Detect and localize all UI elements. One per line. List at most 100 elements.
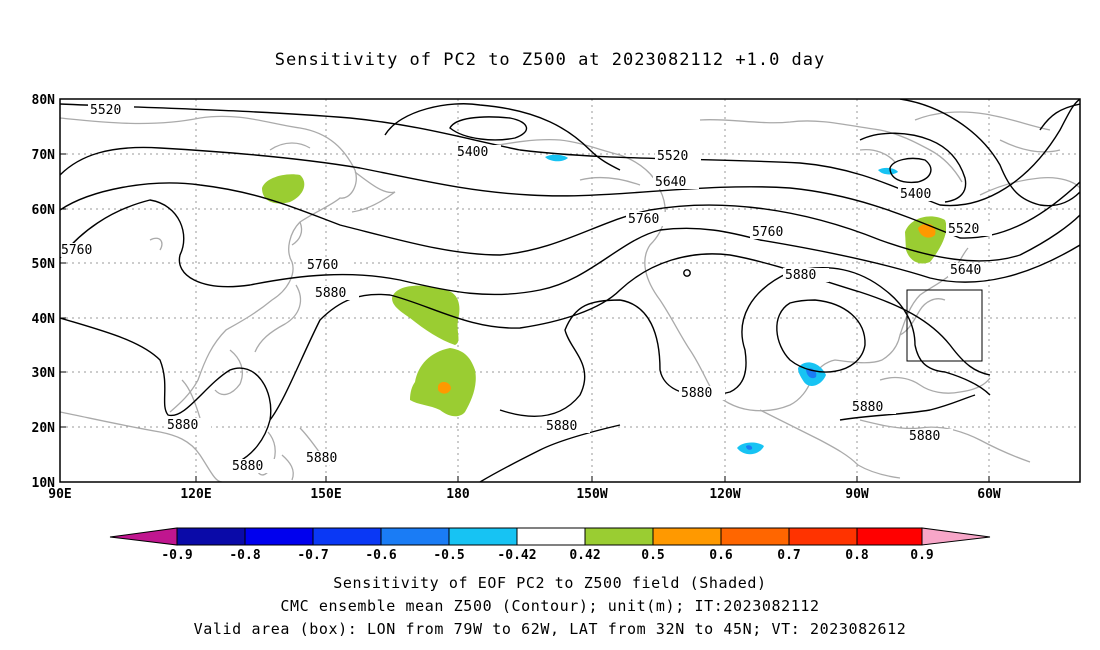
lat-label: 70N: [32, 148, 56, 163]
caption-shading: Sensitivity of EOF PC2 to Z500 field (Sh…: [333, 574, 767, 592]
svg-text:5520: 5520: [90, 103, 121, 118]
contour-label: 5400: [455, 145, 501, 160]
colorbar-swatch: [312, 527, 382, 546]
lat-label: 20N: [32, 421, 56, 436]
svg-text:5760: 5760: [307, 258, 338, 273]
svg-text:5400: 5400: [900, 187, 931, 202]
shade-patch-hudson-neg: [878, 167, 898, 175]
z500-contours: [60, 99, 1080, 482]
svg-text:5880: 5880: [909, 429, 940, 444]
svg-text:5760: 5760: [61, 243, 92, 258]
svg-text:5520: 5520: [948, 222, 979, 237]
contour-label: 5880: [230, 459, 276, 474]
shade-patch-pacific-south-core: [438, 382, 451, 394]
lon-label: 150W: [576, 487, 607, 502]
colorbar-label: 0.9: [910, 548, 933, 563]
contour-label: 5880: [679, 386, 725, 401]
contour-labels: 5520 5400 5520 5640 5760 5400 5520 5760 …: [60, 103, 994, 474]
caption-contour: CMC ensemble mean Z500 (Contour); unit(m…: [280, 597, 820, 615]
colorbar-swatch: [584, 527, 654, 546]
colorbar-label: 0.8: [845, 548, 869, 563]
coastlines: [60, 111, 1080, 482]
colorbar-swatch: [516, 527, 586, 546]
contour-label: 5400: [898, 187, 944, 202]
sensitivity-shading: [262, 154, 947, 455]
contour-label: 5880: [165, 418, 211, 433]
colorbar-label: -0.9: [161, 548, 192, 563]
svg-text:5760: 5760: [752, 225, 783, 240]
colorbar-label: 0.7: [777, 548, 800, 563]
colorbar-label: -0.6: [365, 548, 396, 563]
contour-label: 5520: [655, 149, 701, 164]
colorbar-high-arrow: [921, 527, 991, 546]
colorbar-swatch: [652, 527, 722, 546]
svg-text:5520: 5520: [657, 149, 688, 164]
colorbar-label: -0.7: [297, 548, 328, 563]
colorbar-swatch: [448, 527, 518, 546]
contour-label: 5760: [305, 258, 351, 273]
contour-label: 5520: [88, 103, 134, 118]
contour-label: 5520: [946, 222, 992, 237]
contour-label: 5760: [750, 225, 796, 240]
svg-text:5880: 5880: [681, 386, 712, 401]
colorbar-swatch: [788, 527, 858, 546]
lat-label: 50N: [32, 257, 56, 272]
plot-frame: [59, 98, 1081, 483]
colorbar-label: 0.6: [709, 548, 733, 563]
colorbar-low-arrow: [109, 527, 178, 546]
contour-label: 5880: [313, 286, 359, 301]
lat-tick-labels: 80N 70N 60N 50N 40N 30N 20N 10N: [32, 93, 56, 491]
map-title: Sensitivity of PC2 to Z500 at 2023082112…: [274, 50, 826, 70]
svg-text:5640: 5640: [655, 175, 686, 190]
contour-label: 5640: [653, 175, 699, 190]
valid-area-box: [906, 289, 983, 362]
svg-text:5760: 5760: [628, 212, 659, 227]
colorbar-swatch: [244, 527, 314, 546]
lon-label: 120E: [180, 487, 211, 502]
svg-text:5880: 5880: [306, 451, 337, 466]
lon-label: 90E: [48, 487, 71, 502]
lon-label: 180: [446, 487, 470, 502]
svg-text:5880: 5880: [167, 418, 198, 433]
tick-marks: [60, 98, 990, 483]
lat-label: 40N: [32, 312, 56, 327]
shade-patch-canada-core: [918, 223, 936, 238]
contour-label: 5880: [544, 419, 590, 434]
lon-label: 150E: [310, 487, 341, 502]
lat-label: 30N: [32, 366, 56, 381]
contour-label: 5760: [626, 212, 672, 227]
colorbar-swatch: [856, 527, 923, 546]
colorbar-label: -0.42: [497, 548, 536, 563]
contour-label: 5640: [948, 263, 994, 278]
lon-label: 120W: [709, 487, 740, 502]
lon-tick-labels: 90E 120E 150E 180 150W 120W 90W 60W: [48, 487, 1001, 502]
colorbar-label: 0.42: [569, 548, 600, 563]
contour-label: 5880: [304, 451, 350, 466]
colorbar: -0.9 -0.8 -0.7 -0.6 -0.5 -0.42 0.42 0.5 …: [109, 527, 991, 563]
shade-patch-epac-neg-core: [746, 445, 753, 450]
colorbar-label: -0.8: [229, 548, 260, 563]
lat-label: 80N: [32, 93, 56, 108]
colorbar-swatch: [720, 527, 790, 546]
colorbar-label: 0.5: [641, 548, 664, 563]
colorbar-swatch: [176, 527, 246, 546]
contour-label: 5760: [60, 243, 105, 258]
svg-text:5880: 5880: [785, 268, 816, 283]
svg-text:5880: 5880: [232, 459, 263, 474]
lon-label: 90W: [845, 487, 869, 502]
contour-label: 5880: [783, 268, 829, 283]
caption-valid-area: Valid area (box): LON from 79W to 62W, L…: [193, 620, 907, 638]
svg-text:5880: 5880: [315, 286, 346, 301]
lon-label: 60W: [977, 487, 1001, 502]
colorbar-swatch: [380, 527, 450, 546]
svg-text:5880: 5880: [852, 400, 883, 415]
colorbar-label: -0.5: [433, 548, 464, 563]
svg-text:5880: 5880: [546, 419, 577, 434]
shade-patch-arctic-neg: [545, 154, 568, 162]
shade-patch-siberia: [262, 174, 305, 204]
svg-text:5640: 5640: [950, 263, 981, 278]
contour-label: 5880: [850, 400, 896, 415]
contour-label: 5880: [907, 429, 953, 444]
lat-label: 10N: [32, 476, 56, 491]
